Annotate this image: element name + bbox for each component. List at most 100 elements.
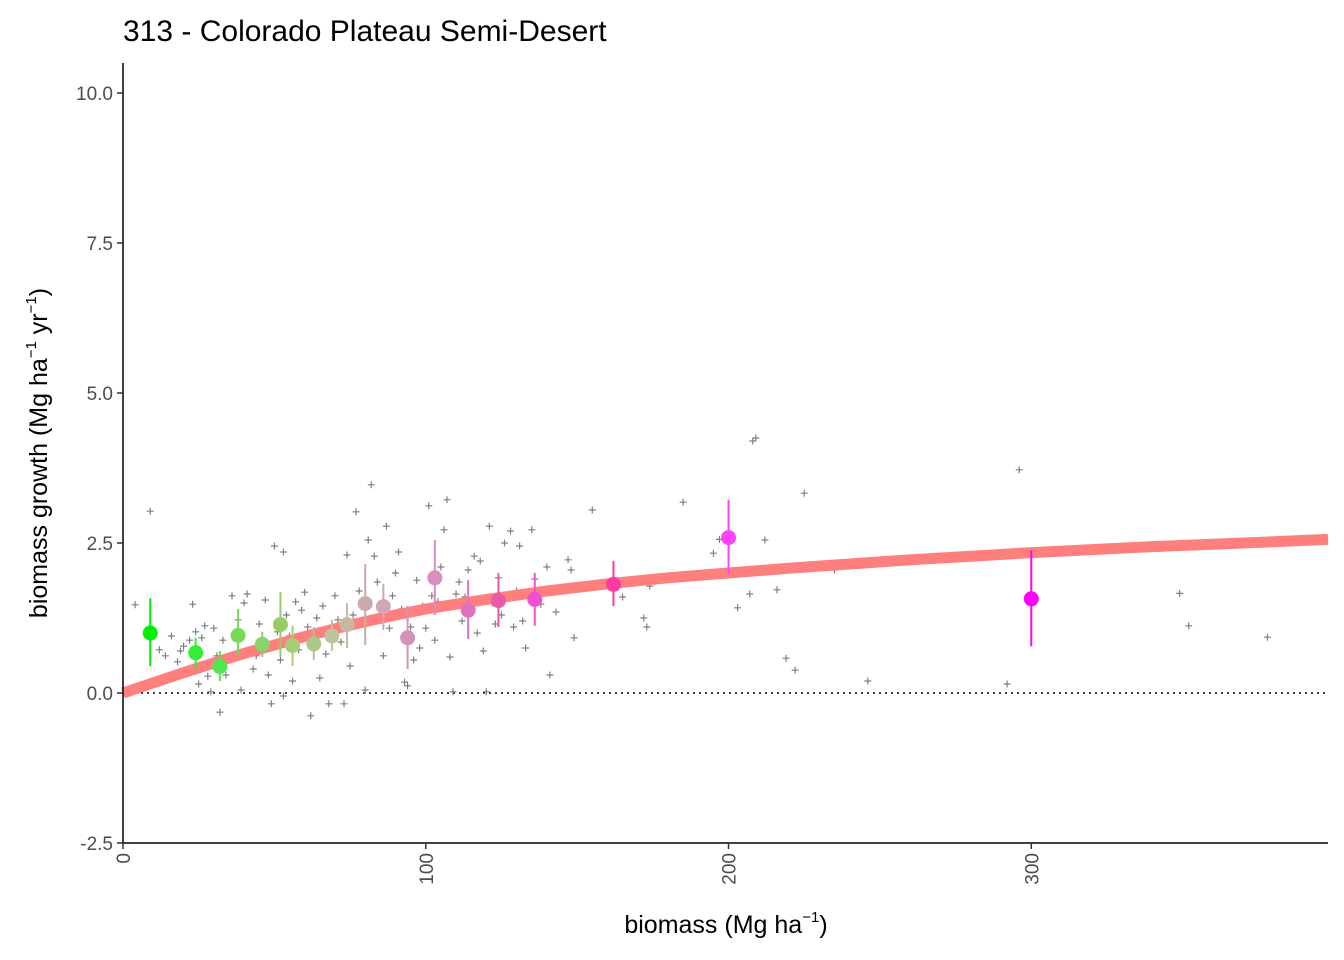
raw-point [510, 623, 518, 631]
raw-point [349, 611, 357, 619]
chart-title: 313 - Colorado Plateau Semi-Desert [123, 15, 607, 48]
y-axis-title: biomass growth (Mg ha−1 yr−1) [23, 288, 53, 618]
bin-mean-point [230, 627, 246, 643]
raw-point [864, 677, 872, 685]
raw-point [249, 665, 257, 673]
raw-point [440, 526, 448, 534]
raw-point [216, 708, 224, 716]
raw-point [519, 617, 527, 625]
raw-point [401, 678, 409, 686]
raw-point [437, 563, 445, 571]
x-tick-label: 100 [417, 853, 438, 885]
raw-point [1003, 680, 1011, 688]
raw-point [485, 522, 493, 530]
raw-point [800, 489, 808, 497]
raw-point [385, 624, 393, 632]
raw-point [752, 434, 760, 442]
raw-point [1015, 466, 1023, 474]
raw-point [331, 592, 339, 600]
raw-point [228, 592, 236, 600]
raw-point [313, 614, 321, 622]
bin-mean-point [339, 617, 355, 633]
raw-point [204, 672, 212, 680]
raw-point [155, 646, 163, 654]
raw-point [761, 536, 769, 544]
raw-point [198, 634, 206, 642]
raw-point [364, 536, 372, 544]
raw-point [276, 656, 284, 664]
bin-mean-point [490, 593, 506, 609]
y-tick-label: 0.0 [87, 684, 113, 705]
raw-point [201, 622, 209, 630]
raw-point [370, 552, 378, 560]
raw-point [289, 677, 297, 685]
raw-point [543, 563, 551, 571]
raw-point [567, 566, 575, 574]
bin-mean-point [285, 638, 301, 654]
raw-point [279, 692, 287, 700]
raw-point [619, 593, 627, 601]
bin-mean-point [721, 530, 737, 546]
bin-mean-point [254, 636, 270, 652]
raw-point [177, 647, 185, 655]
bin-mean-point [375, 599, 391, 615]
raw-point [455, 578, 463, 586]
raw-point [167, 632, 175, 640]
raw-point [264, 671, 272, 679]
binned-means [142, 499, 1039, 681]
raw-point [267, 700, 275, 708]
x-axis-ticks: 0 100 200 300 [114, 843, 1043, 885]
raw-point [1185, 622, 1193, 630]
raw-point [367, 481, 375, 489]
raw-point [479, 647, 487, 655]
raw-point [404, 682, 412, 690]
raw-point [279, 548, 287, 556]
raw-point [413, 576, 421, 584]
raw-point [186, 636, 194, 644]
raw-point [382, 522, 390, 530]
raw-point [131, 601, 139, 609]
raw-point [373, 578, 381, 586]
raw-point [195, 680, 203, 688]
raw-point [643, 623, 651, 631]
raw-point [388, 592, 396, 600]
raw-point [243, 590, 251, 598]
raw-point [443, 496, 451, 504]
raw-point [464, 566, 472, 574]
bin-mean-point [212, 659, 228, 675]
raw-point [304, 623, 312, 631]
raw-point [180, 642, 188, 650]
raw-point [343, 551, 351, 559]
raw-point [452, 590, 460, 598]
raw-point [301, 588, 309, 596]
y-axis-ticks: -2.5 0.0 2.5 5.0 7.5 10.0 [76, 84, 123, 855]
bin-mean-point [188, 645, 204, 661]
raw-point [425, 502, 433, 510]
bin-mean-point [460, 602, 476, 618]
raw-point [416, 644, 424, 652]
bin-mean-point [1023, 591, 1039, 607]
bin-mean-point [142, 625, 158, 641]
fit-curve [121, 533, 1329, 699]
raw-point [422, 624, 430, 632]
y-tick-label: 5.0 [87, 384, 113, 405]
raw-point [261, 596, 269, 604]
raw-point [352, 508, 360, 516]
raw-point [146, 507, 154, 515]
raw-point [449, 688, 457, 696]
raw-point [473, 629, 481, 637]
raw-point [564, 556, 572, 564]
x-tick-label: 0 [114, 853, 135, 864]
raw-point [270, 542, 278, 550]
raw-point [219, 636, 227, 644]
bin-mean-point [527, 591, 543, 607]
raw-point [476, 557, 484, 565]
bin-mean-point [400, 630, 416, 646]
raw-point [316, 674, 324, 682]
raw-point [1176, 589, 1184, 597]
raw-point [340, 700, 348, 708]
raw-point [325, 700, 333, 708]
raw-point [337, 638, 345, 646]
raw-point [322, 650, 330, 658]
plot-area [121, 434, 1329, 720]
